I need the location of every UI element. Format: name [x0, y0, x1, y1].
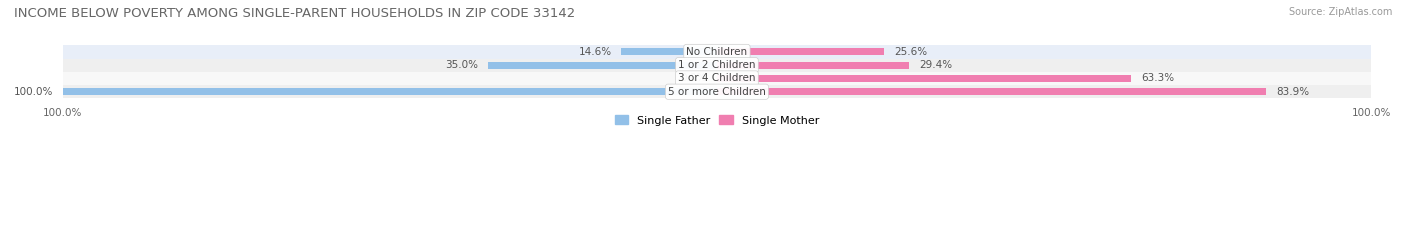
Bar: [488, 62, 717, 69]
Text: 3 or 4 Children: 3 or 4 Children: [678, 73, 755, 83]
Bar: [717, 88, 1265, 95]
Bar: [62, 88, 717, 95]
Bar: [62, 72, 1371, 85]
Bar: [717, 62, 910, 69]
Bar: [621, 48, 717, 55]
Legend: Single Father, Single Mother: Single Father, Single Mother: [614, 115, 818, 126]
Text: 0.0%: 0.0%: [681, 73, 707, 83]
Text: 25.6%: 25.6%: [894, 47, 928, 57]
Bar: [717, 75, 1132, 82]
Text: 35.0%: 35.0%: [446, 60, 478, 70]
Text: No Children: No Children: [686, 47, 748, 57]
Text: 14.6%: 14.6%: [578, 47, 612, 57]
Text: INCOME BELOW POVERTY AMONG SINGLE-PARENT HOUSEHOLDS IN ZIP CODE 33142: INCOME BELOW POVERTY AMONG SINGLE-PARENT…: [14, 7, 575, 20]
Bar: [717, 48, 884, 55]
Bar: [62, 58, 1371, 72]
Text: 63.3%: 63.3%: [1142, 73, 1174, 83]
Text: 1 or 2 Children: 1 or 2 Children: [678, 60, 755, 70]
Bar: [62, 45, 1371, 58]
Text: Source: ZipAtlas.com: Source: ZipAtlas.com: [1288, 7, 1392, 17]
Bar: [62, 85, 1371, 98]
Text: 5 or more Children: 5 or more Children: [668, 87, 766, 97]
Text: 29.4%: 29.4%: [920, 60, 952, 70]
Text: 83.9%: 83.9%: [1275, 87, 1309, 97]
Text: 100.0%: 100.0%: [13, 87, 53, 97]
